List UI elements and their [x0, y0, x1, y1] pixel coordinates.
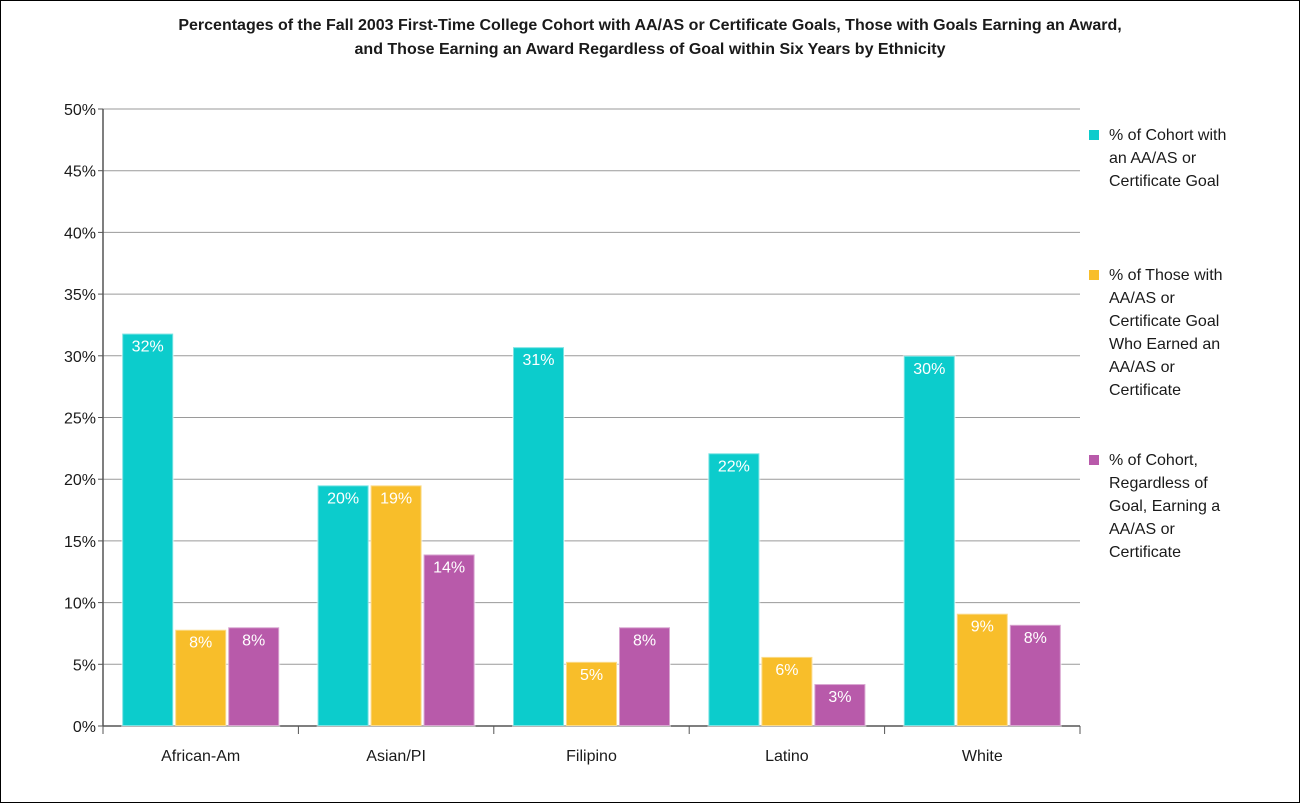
- y-tick-label: 40%: [64, 225, 96, 242]
- legend-label: % of Cohort, Regardless of Goal, Earning a…: [1109, 449, 1289, 564]
- legend-swatch: [1089, 455, 1099, 465]
- data-label: 8%: [1024, 630, 1047, 647]
- bar: [565, 660, 618, 727]
- data-label: 14%: [433, 559, 465, 576]
- legend-label-line: Certificate: [1109, 544, 1182, 561]
- data-label: 5%: [580, 667, 603, 684]
- y-tick-label: 30%: [64, 349, 96, 366]
- data-label: 32%: [132, 339, 164, 356]
- legend-label-line: Certificate Goal: [1109, 313, 1220, 330]
- bar: [512, 346, 565, 727]
- data-label: 19%: [380, 490, 412, 507]
- data-label: 20%: [327, 490, 359, 507]
- data-label: 6%: [775, 662, 798, 679]
- x-tick-label: Latino: [765, 748, 809, 765]
- bar: [618, 626, 671, 728]
- y-tick-label: 5%: [73, 657, 96, 674]
- data-label: 31%: [522, 352, 554, 369]
- legend-label-line: AA/AS or: [1109, 290, 1175, 307]
- legend-label-line: % of Those with: [1109, 267, 1223, 284]
- bar: [1008, 623, 1062, 728]
- data-label: 8%: [633, 632, 656, 649]
- bar: [174, 628, 228, 727]
- y-tick-label: 35%: [64, 287, 96, 304]
- legend-label-line: % of Cohort with: [1109, 127, 1227, 144]
- bar: [707, 452, 761, 727]
- data-label: 9%: [971, 619, 994, 636]
- x-tick-label: Filipino: [566, 748, 617, 765]
- legend-label-line: Who Earned an: [1109, 336, 1221, 353]
- bar: [369, 484, 423, 727]
- data-label: 8%: [242, 632, 265, 649]
- bar: [422, 553, 476, 727]
- legend-label-line: Regardless of: [1109, 475, 1208, 492]
- bar: [760, 655, 814, 727]
- data-label: 30%: [913, 361, 945, 378]
- chart-title: Percentages of the Fall 2003 First-Time …: [0, 14, 1300, 62]
- bar: [813, 683, 867, 728]
- legend-label: % of Cohort with an AA/AS or Certificate G…: [1109, 124, 1289, 193]
- bar: [227, 626, 281, 728]
- y-tick-label: 25%: [64, 411, 96, 428]
- x-tick-label: African-Am: [161, 748, 240, 765]
- data-label: 8%: [189, 635, 212, 652]
- bar: [316, 484, 370, 727]
- y-tick-label: 0%: [73, 719, 96, 736]
- legend-swatch: [1089, 270, 1099, 280]
- legend-label-line: Certificate Goal: [1109, 173, 1220, 190]
- y-tick-label: 50%: [64, 102, 96, 119]
- legend-label-line: an AA/AS or: [1109, 150, 1197, 167]
- legend-label: % of Those with AA/AS or Certificate Goal W…: [1109, 264, 1289, 402]
- y-tick-label: 20%: [64, 472, 96, 489]
- x-tick-label: White: [962, 748, 1003, 765]
- legend-label-line: % of Cohort,: [1109, 452, 1198, 469]
- bar: [121, 332, 175, 727]
- legend-label-line: AA/AS or: [1109, 359, 1175, 376]
- legend-swatch: [1089, 130, 1099, 140]
- chart-title-line-1: Percentages of the Fall 2003 First-Time …: [178, 17, 1122, 34]
- y-tick-label: 45%: [64, 164, 96, 181]
- y-tick-label: 15%: [64, 534, 96, 551]
- chart-title-line-2: and Those Earning an Award Regardless of…: [354, 41, 946, 58]
- legend-label-line: Certificate: [1109, 382, 1182, 399]
- data-label: 22%: [718, 458, 750, 475]
- x-tick-label: Asian/PI: [366, 748, 426, 765]
- legend-label-line: AA/AS or: [1109, 521, 1175, 538]
- bar: [902, 354, 956, 727]
- bar: [955, 612, 1009, 727]
- y-tick-label: 10%: [64, 596, 96, 613]
- data-label: 3%: [828, 689, 851, 706]
- legend-label-line: Goal, Earning a: [1109, 498, 1221, 515]
